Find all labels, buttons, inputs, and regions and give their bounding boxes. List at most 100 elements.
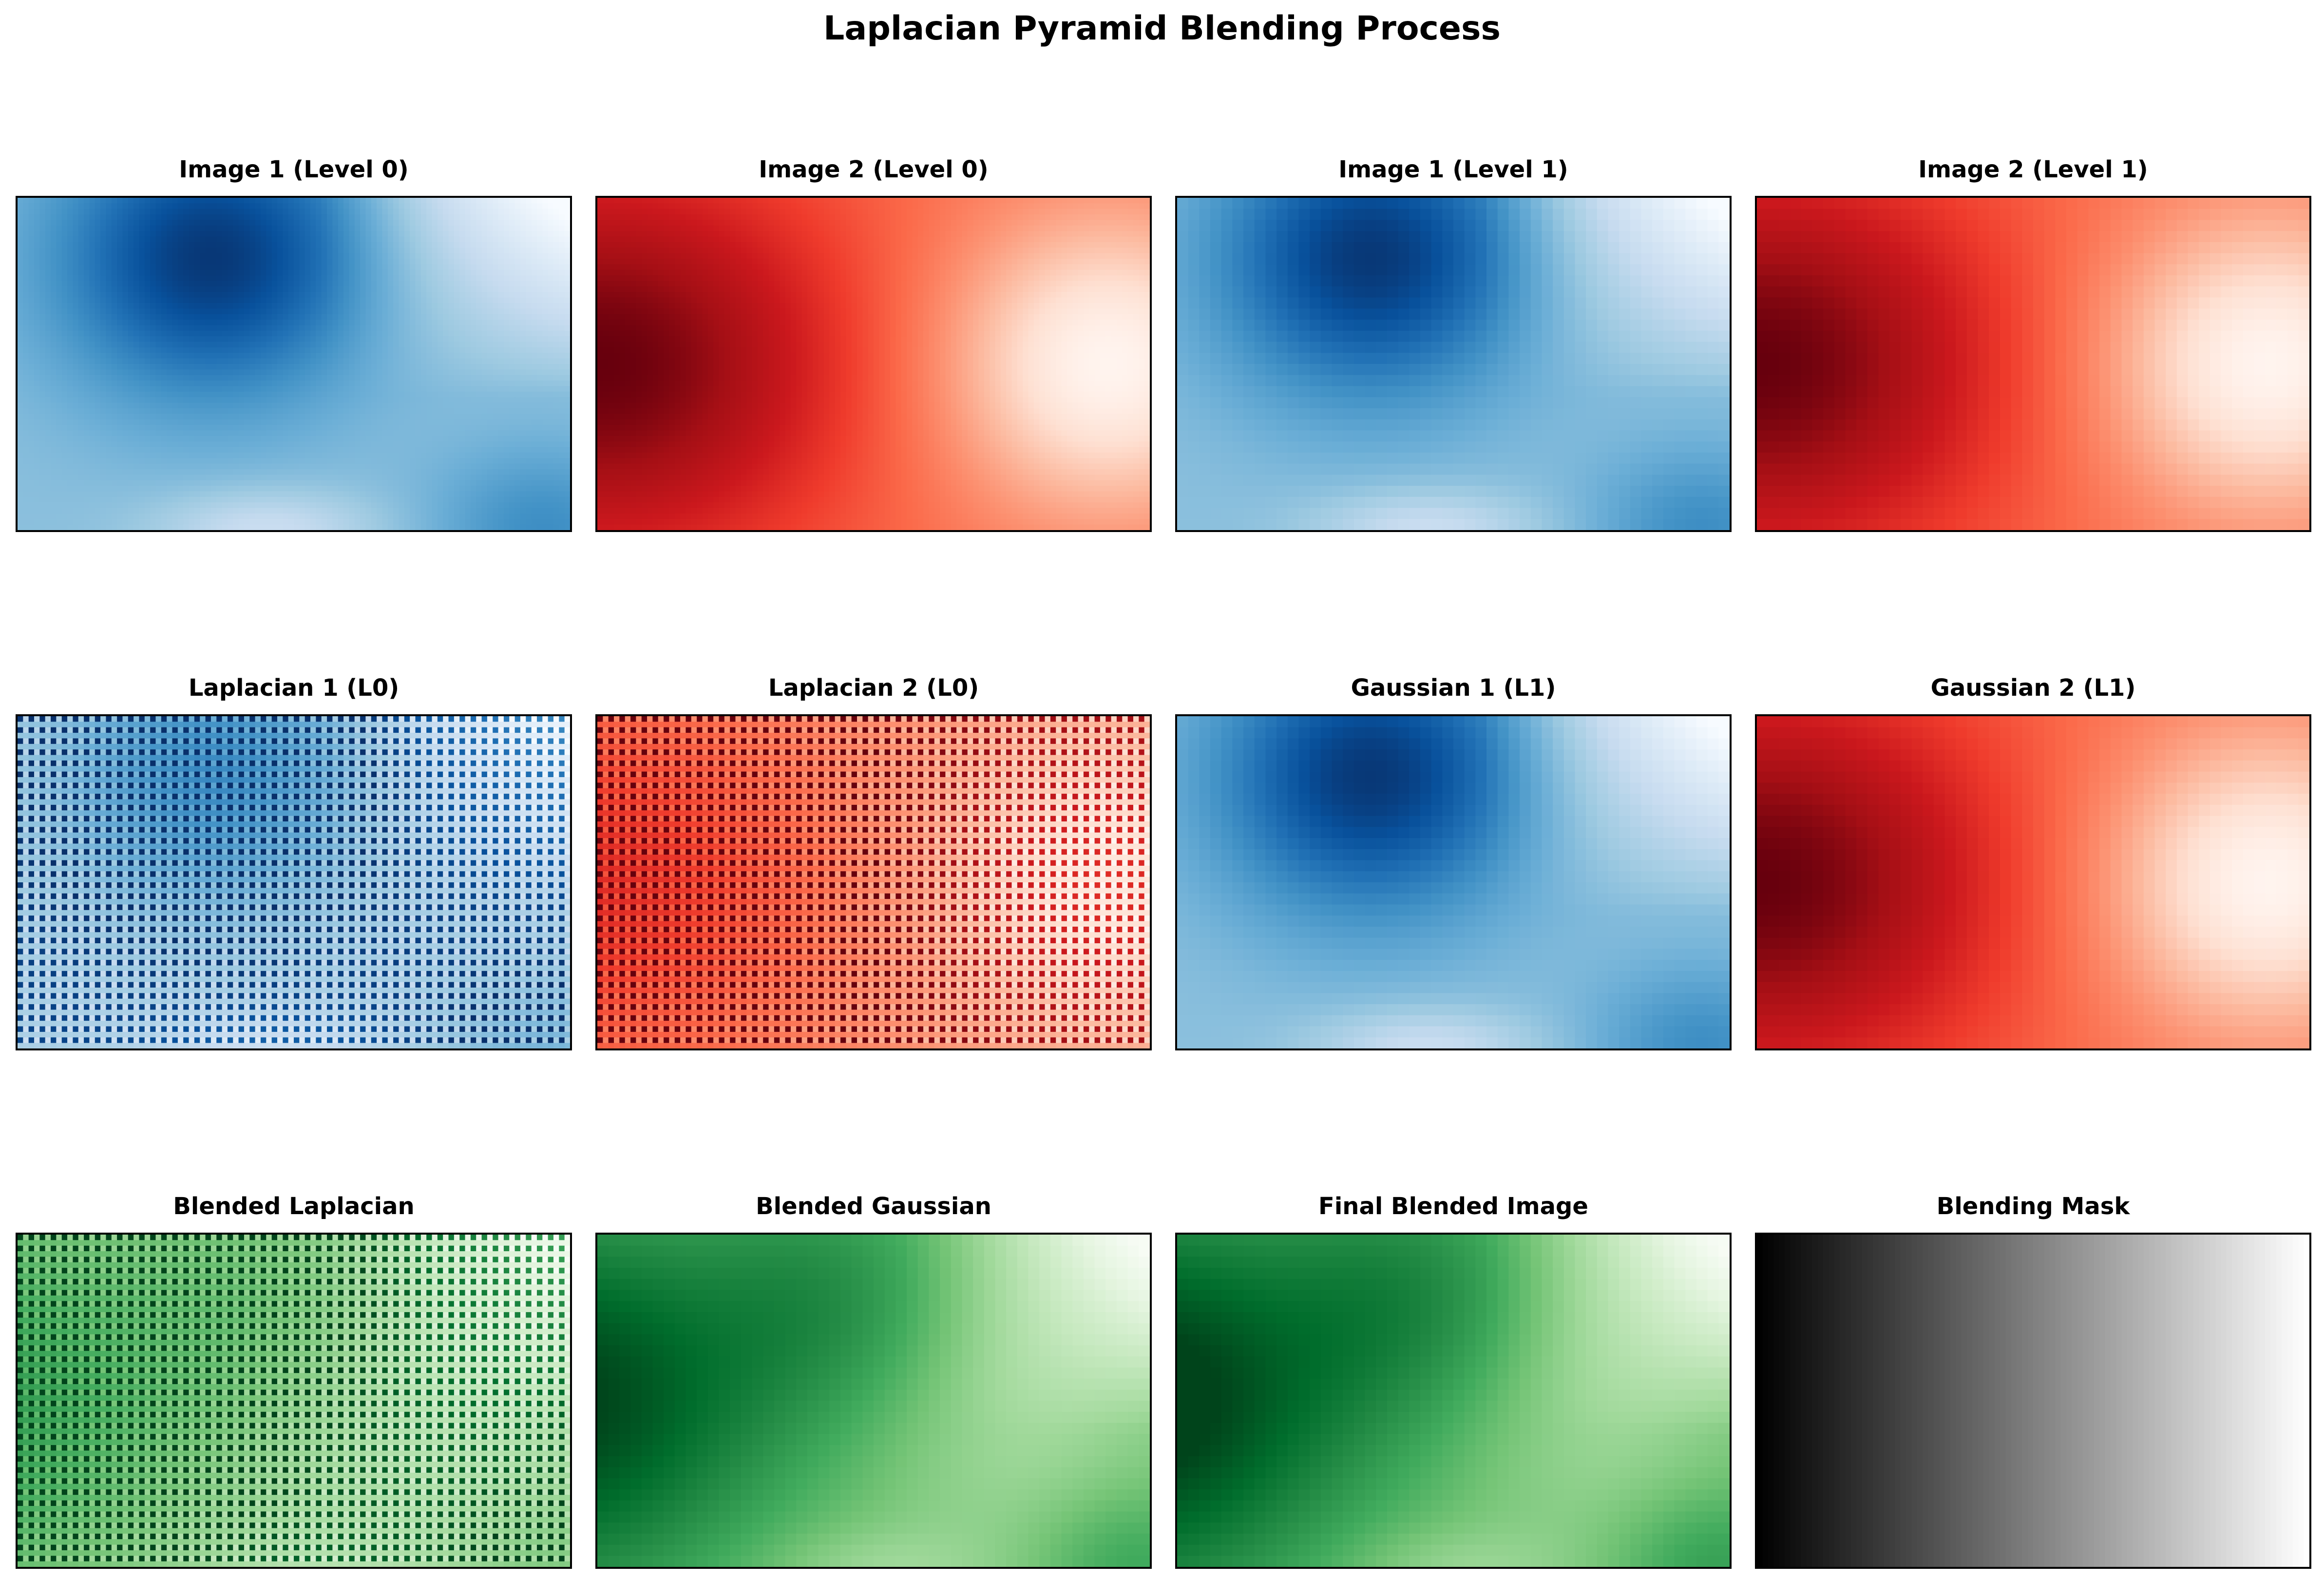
heatmap-cell — [56, 231, 62, 237]
heatmap-cell — [360, 447, 366, 453]
heatmap-cell — [271, 469, 278, 475]
heatmap-cell — [117, 242, 123, 248]
heatmap-cell — [332, 408, 339, 414]
heatmap-cell — [18, 209, 23, 215]
heatmap-cell — [470, 259, 476, 265]
heatmap-cell — [260, 430, 267, 437]
heatmap-cell — [476, 259, 482, 265]
heatmap-cell — [404, 220, 410, 226]
heatmap-cell — [56, 253, 62, 259]
heatmap-cell — [172, 320, 178, 326]
heatmap-cell — [161, 441, 167, 448]
heatmap-cell — [509, 286, 515, 292]
heatmap-cell — [194, 347, 200, 353]
heatmap-cell — [387, 248, 394, 254]
heatmap-cell — [122, 209, 129, 215]
heatmap-cell — [106, 330, 112, 337]
heatmap-cell — [288, 320, 294, 326]
heatmap-cell — [459, 441, 466, 448]
heatmap-cell — [360, 397, 366, 403]
heatmap-cell — [100, 447, 107, 453]
heatmap-cell — [155, 297, 162, 304]
heatmap-cell — [343, 386, 349, 392]
heatmap-cell — [167, 253, 173, 259]
heatmap-cell — [255, 264, 261, 270]
heatmap-cell — [222, 292, 228, 298]
heatmap-cell — [410, 358, 416, 364]
heatmap-cell — [448, 469, 455, 475]
heatmap-cell — [343, 325, 349, 331]
heatmap-cell — [365, 225, 372, 231]
heatmap-cell — [343, 253, 349, 259]
heatmap-cell — [459, 209, 466, 215]
heatmap-cell — [454, 236, 460, 243]
heatmap-cell — [227, 469, 233, 475]
heatmap-cell — [481, 325, 488, 331]
heatmap-cell — [493, 436, 499, 442]
heatmap-cell — [144, 292, 151, 298]
heatmap-cell — [349, 463, 355, 470]
heatmap-cell — [260, 325, 267, 331]
heatmap-cell — [542, 358, 549, 364]
heatmap-cell — [51, 369, 57, 376]
heatmap-cell — [493, 414, 499, 420]
heatmap-cell — [28, 269, 35, 276]
heatmap-cell — [559, 419, 565, 425]
heatmap-cell — [415, 325, 421, 331]
heatmap-cell — [542, 381, 549, 387]
heatmap-cell — [45, 336, 51, 343]
heatmap-cell — [61, 320, 68, 326]
heatmap-cell — [133, 286, 140, 292]
heatmap-cell — [128, 353, 134, 359]
heatmap-cell — [360, 225, 366, 231]
heatmap-cell — [387, 209, 394, 215]
heatmap-cell — [349, 286, 355, 292]
heatmap-cell — [514, 198, 521, 204]
heatmap-cell — [260, 214, 267, 221]
heatmap-cell — [51, 391, 57, 398]
heatmap-cell — [354, 281, 361, 287]
heatmap-cell — [382, 330, 388, 337]
heatmap-cell — [520, 397, 526, 403]
heatmap-cell — [222, 264, 228, 270]
heatmap-cell — [371, 325, 377, 331]
heatmap-cell — [51, 320, 57, 326]
heatmap-cell — [288, 253, 294, 259]
heatmap-cell — [117, 281, 123, 287]
heatmap-cell — [238, 397, 245, 403]
heatmap-cell — [448, 441, 455, 448]
heatmap-cell — [548, 259, 554, 265]
heatmap-cell — [487, 236, 493, 243]
heatmap-cell — [327, 369, 333, 376]
heatmap-cell — [288, 308, 294, 315]
heatmap-cell — [426, 330, 433, 337]
heatmap-cell — [548, 381, 554, 387]
heatmap-cell — [316, 369, 322, 376]
heatmap-cell — [28, 320, 35, 326]
heatmap-cell — [111, 397, 117, 403]
heatmap-cell — [95, 381, 101, 387]
heatmap-cell — [144, 308, 151, 315]
heatmap-cell — [100, 369, 107, 376]
heatmap-cell — [45, 214, 51, 221]
heatmap-cell — [106, 253, 112, 259]
heatmap-cell — [67, 320, 73, 326]
heatmap-cell — [437, 419, 443, 425]
heatmap-cell — [28, 430, 35, 437]
heatmap-cell — [271, 408, 278, 414]
heatmap-cell — [122, 275, 129, 282]
heatmap-cell — [493, 242, 499, 248]
heatmap-cell — [288, 458, 294, 464]
heatmap-cell — [260, 220, 267, 226]
heatmap-cell — [144, 347, 151, 353]
heatmap-cell — [542, 220, 549, 226]
heatmap-cell — [354, 425, 361, 431]
heatmap-cell — [271, 330, 278, 337]
heatmap-cell — [531, 314, 537, 320]
heatmap-cell — [183, 397, 190, 403]
heatmap-cell — [200, 364, 206, 370]
heatmap-cell — [233, 342, 239, 348]
heatmap-cell — [354, 242, 361, 248]
heatmap-cell — [183, 198, 190, 204]
heatmap-cell — [255, 458, 261, 464]
